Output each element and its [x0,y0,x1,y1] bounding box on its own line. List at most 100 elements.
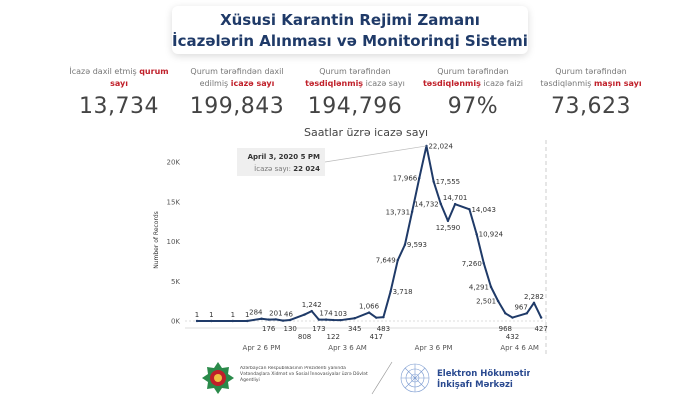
data-point[interactable] [245,319,249,323]
stat-label: Qurum tərəfindən daxil edilmiş icazə say… [178,66,296,92]
data-label: 122 [327,333,340,341]
data-point[interactable] [489,285,493,289]
tooltip-label: İcazə sayı: [254,164,291,173]
data-label: 1 [195,311,199,319]
data-point[interactable] [439,202,442,206]
label-text: Qurum tərəfindən təsdiqlənmiş [540,67,627,88]
data-point[interactable] [453,202,457,206]
footer-logos: Azərbaycan Respublikasının Prezidenti ya… [200,360,533,396]
data-point[interactable] [353,317,356,320]
stat-label: İcazə daxil etmiş qurum sayı [60,66,178,92]
data-label: 1 [231,311,235,319]
data-point[interactable] [432,180,435,183]
y-tick-label: 0K [171,318,180,326]
data-point[interactable] [410,210,414,214]
data-point[interactable] [511,316,514,319]
data-label: 284 [249,309,263,317]
data-label: 4,291 [469,283,489,291]
divider [371,361,393,395]
stat-organizations: İcazə daxil etmiş qurum sayı 13,734 [60,66,178,119]
y-axis-label: Number of Records [153,211,160,269]
y-tick-label: 20K [167,159,181,167]
tooltip-value-line: İcazə sayı: 22 024 [254,164,320,173]
data-point[interactable] [281,319,285,322]
data-label: 1,066 [359,303,380,311]
data-point[interactable] [475,232,478,236]
header-card: Xüsusi Karantin Rejimi Zamanı İcazələrin… [172,6,528,54]
data-point[interactable] [210,319,213,323]
label-highlight: təsdiqlənmiş [422,79,481,88]
data-point[interactable] [324,318,328,321]
label-text: icazə sayı [363,79,405,88]
label-highlight: qurum sayı [110,67,169,88]
data-point[interactable] [375,316,378,319]
data-point[interactable] [496,299,500,303]
label-text: icazə faizi [480,79,523,88]
stat-value: 13,734 [79,94,159,119]
data-label: 1,242 [302,301,322,309]
data-point[interactable] [303,313,306,316]
data-label: 345 [348,325,361,333]
ehim-logo-icon [400,363,430,393]
data-point[interactable] [446,219,450,223]
data-point[interactable] [389,290,392,293]
data-label: 17,966 [393,175,418,183]
stat-approval-percent: Qurum tərəfindən təsdiqlənmiş icazə faiz… [414,66,532,119]
data-label: 174 [319,310,333,318]
data-label: 14,043 [471,206,496,214]
tooltip-title: April 3, 2020 5 PM [248,153,320,161]
data-label: 14,732 [414,200,439,208]
data-point[interactable] [274,318,278,321]
data-label: 967 [514,303,527,311]
data-point[interactable] [396,258,399,262]
data-label: 201 [269,309,282,317]
data-point[interactable] [525,312,529,315]
stat-approved-permits: Qurum tərəfindən təsdiqlənmiş icazə sayı… [296,66,414,119]
label-highlight: təsdiqlənmiş [305,79,364,88]
stat-value: 199,843 [189,94,285,119]
stat-value: 97% [447,94,499,119]
data-point[interactable] [332,318,335,322]
right-org-line1: Elektron Hökumətin [437,369,530,379]
data-point[interactable] [482,262,485,265]
data-label: 130 [284,325,297,333]
data-point[interactable] [231,319,235,323]
data-label: 176 [262,325,276,333]
x-tick-label: Apr 3 6 PM [415,344,453,352]
data-point[interactable] [310,309,313,313]
data-point[interactable] [195,319,199,323]
y-tick-label: 5K [171,278,180,286]
data-point[interactable] [260,317,263,320]
x-tick-label: Apr 3 6 AM [328,344,367,352]
data-point[interactable] [403,243,407,246]
data-point[interactable] [539,316,543,319]
data-point[interactable] [367,311,371,314]
label-text: Qurum tərəfindən daxil edilmiş [190,67,284,88]
x-tick-label: Apr 4 6 AM [500,344,539,352]
data-label: 17,555 [436,178,461,186]
data-point[interactable] [532,301,536,305]
data-label: 968 [499,325,512,333]
data-point[interactable] [267,318,270,321]
left-org-text: Azərbaycan Respublikasının Prezidenti ya… [240,366,368,383]
y-tick-label: 15K [167,198,181,206]
data-point[interactable] [468,208,471,211]
x-tick-label: Apr 2 6 PM [243,344,281,352]
data-point[interactable] [504,312,507,315]
label-text: Qurum tərəfindən [437,67,509,76]
tooltip: April 3, 2020 5 PM İcazə sayı: 22 024 [237,148,325,176]
data-point[interactable] [317,318,321,321]
data-label: 173 [312,325,325,333]
data-point[interactable] [339,318,342,322]
data-point[interactable] [382,315,385,319]
data-label: 427 [534,325,547,333]
data-label: 2,501 [476,298,496,306]
data-point[interactable] [289,318,292,322]
data-label: 9,593 [407,241,427,249]
data-label: 22,024 [428,142,453,150]
right-org-line2: İnkişafı Mərkəzi [437,379,513,390]
stat-label: Qurum tərəfindən təsdiqlənmiş icazə faiz… [414,66,532,92]
stat-value: 194,796 [307,94,403,119]
data-point[interactable] [418,176,421,180]
data-label: 483 [377,325,390,333]
